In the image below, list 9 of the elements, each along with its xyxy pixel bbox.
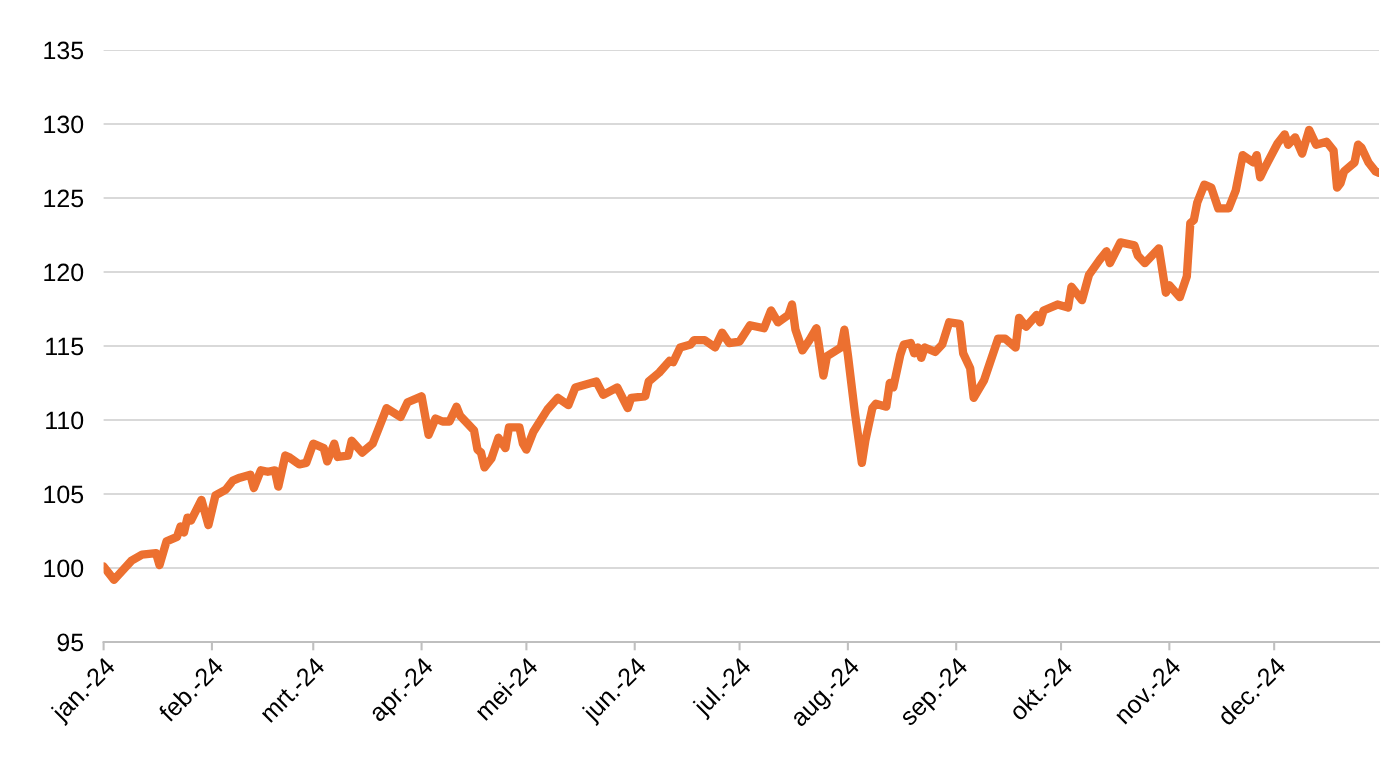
- y-tick-label: 115: [46, 337, 84, 356]
- y-tick-label: 100: [44, 559, 84, 578]
- y-tick-label: 120: [44, 263, 84, 282]
- y-tick-label: 130: [44, 115, 84, 134]
- y-tick-label: 125: [44, 189, 84, 208]
- y-tick-label: 105: [44, 485, 84, 504]
- y-tick-label: 110: [46, 411, 84, 430]
- y-tick-label: 95: [57, 633, 84, 652]
- y-tick-label: 135: [44, 41, 84, 60]
